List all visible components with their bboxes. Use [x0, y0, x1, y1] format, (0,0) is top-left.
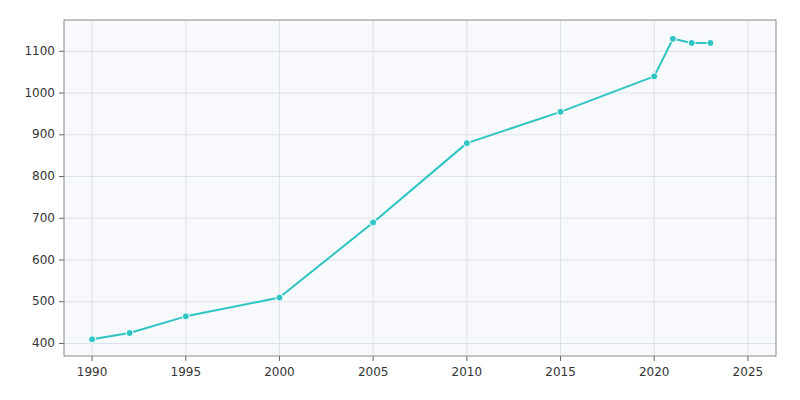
- y-tick: [59, 343, 64, 344]
- point: [707, 39, 714, 46]
- line: [92, 39, 710, 340]
- x-grid-line: [466, 20, 467, 356]
- x-tick-label: 2025: [733, 365, 764, 379]
- x-tick-label: 2020: [639, 365, 670, 379]
- point: [89, 336, 96, 343]
- y-grid-line: [64, 176, 776, 177]
- x-grid-line: [92, 20, 93, 356]
- y-grid-line: [64, 134, 776, 135]
- point: [651, 73, 658, 80]
- chart-container: 400 500 600 700 800 900 1000 1100 1990 1995 2000 20…: [0, 0, 800, 400]
- y-grid-line: [64, 260, 776, 261]
- y-tick: [59, 301, 64, 302]
- grid: [64, 20, 776, 356]
- plot-frame: [64, 20, 776, 356]
- y-tick-label: 1100: [24, 44, 55, 58]
- x-tick-label: 1990: [77, 365, 108, 379]
- chart-svg: 400 500 600 700 800 900 1000 1100 1990 1995 2000 20…: [0, 0, 800, 400]
- y-tick-label: 600: [32, 253, 55, 267]
- x-tick: [185, 356, 186, 361]
- x-tick-label: 2015: [545, 365, 576, 379]
- y-tick-label: 700: [32, 211, 55, 225]
- x-grid-line: [560, 20, 561, 356]
- axes: 400 500 600 700 800 900 1000 1100 1990 1995 2000 20…: [24, 20, 776, 379]
- y-tick: [59, 51, 64, 52]
- x-tick-label: 2010: [452, 365, 483, 379]
- point: [370, 219, 377, 226]
- x-tick-label: 2000: [264, 365, 295, 379]
- x-grid-line: [279, 20, 280, 356]
- y-grid-line: [64, 51, 776, 52]
- x-grid-line: [373, 20, 374, 356]
- y-grid-line: [64, 301, 776, 302]
- plot-background: [64, 20, 776, 356]
- point: [557, 108, 564, 115]
- x-grid-line: [747, 20, 748, 356]
- point: [276, 294, 283, 301]
- y-tick-label: 500: [32, 294, 55, 308]
- x-tick: [373, 356, 374, 361]
- y-grid-line: [64, 343, 776, 344]
- x-grid-line: [654, 20, 655, 356]
- x-tick: [279, 356, 280, 361]
- x-tick: [654, 356, 655, 361]
- x-tick-label: 1995: [171, 365, 202, 379]
- y-grid-line: [64, 93, 776, 94]
- x-tick: [92, 356, 93, 361]
- y-tick: [59, 134, 64, 135]
- point: [182, 313, 189, 320]
- y-tick: [59, 176, 64, 177]
- point: [463, 140, 470, 147]
- x-tick-label: 2005: [358, 365, 389, 379]
- point: [688, 39, 695, 46]
- y-tick-label: 800: [32, 169, 55, 183]
- y-tick: [59, 93, 64, 94]
- series: [89, 35, 714, 343]
- x-tick: [560, 356, 561, 361]
- y-tick: [59, 260, 64, 261]
- y-tick: [59, 218, 64, 219]
- x-grid-line: [185, 20, 186, 356]
- y-tick-label: 1000: [24, 86, 55, 100]
- point: [669, 35, 676, 42]
- y-tick-label: 900: [32, 127, 55, 141]
- y-grid-line: [64, 218, 776, 219]
- point: [126, 330, 133, 337]
- x-tick: [747, 356, 748, 361]
- x-tick: [466, 356, 467, 361]
- y-tick-label: 400: [32, 336, 55, 350]
